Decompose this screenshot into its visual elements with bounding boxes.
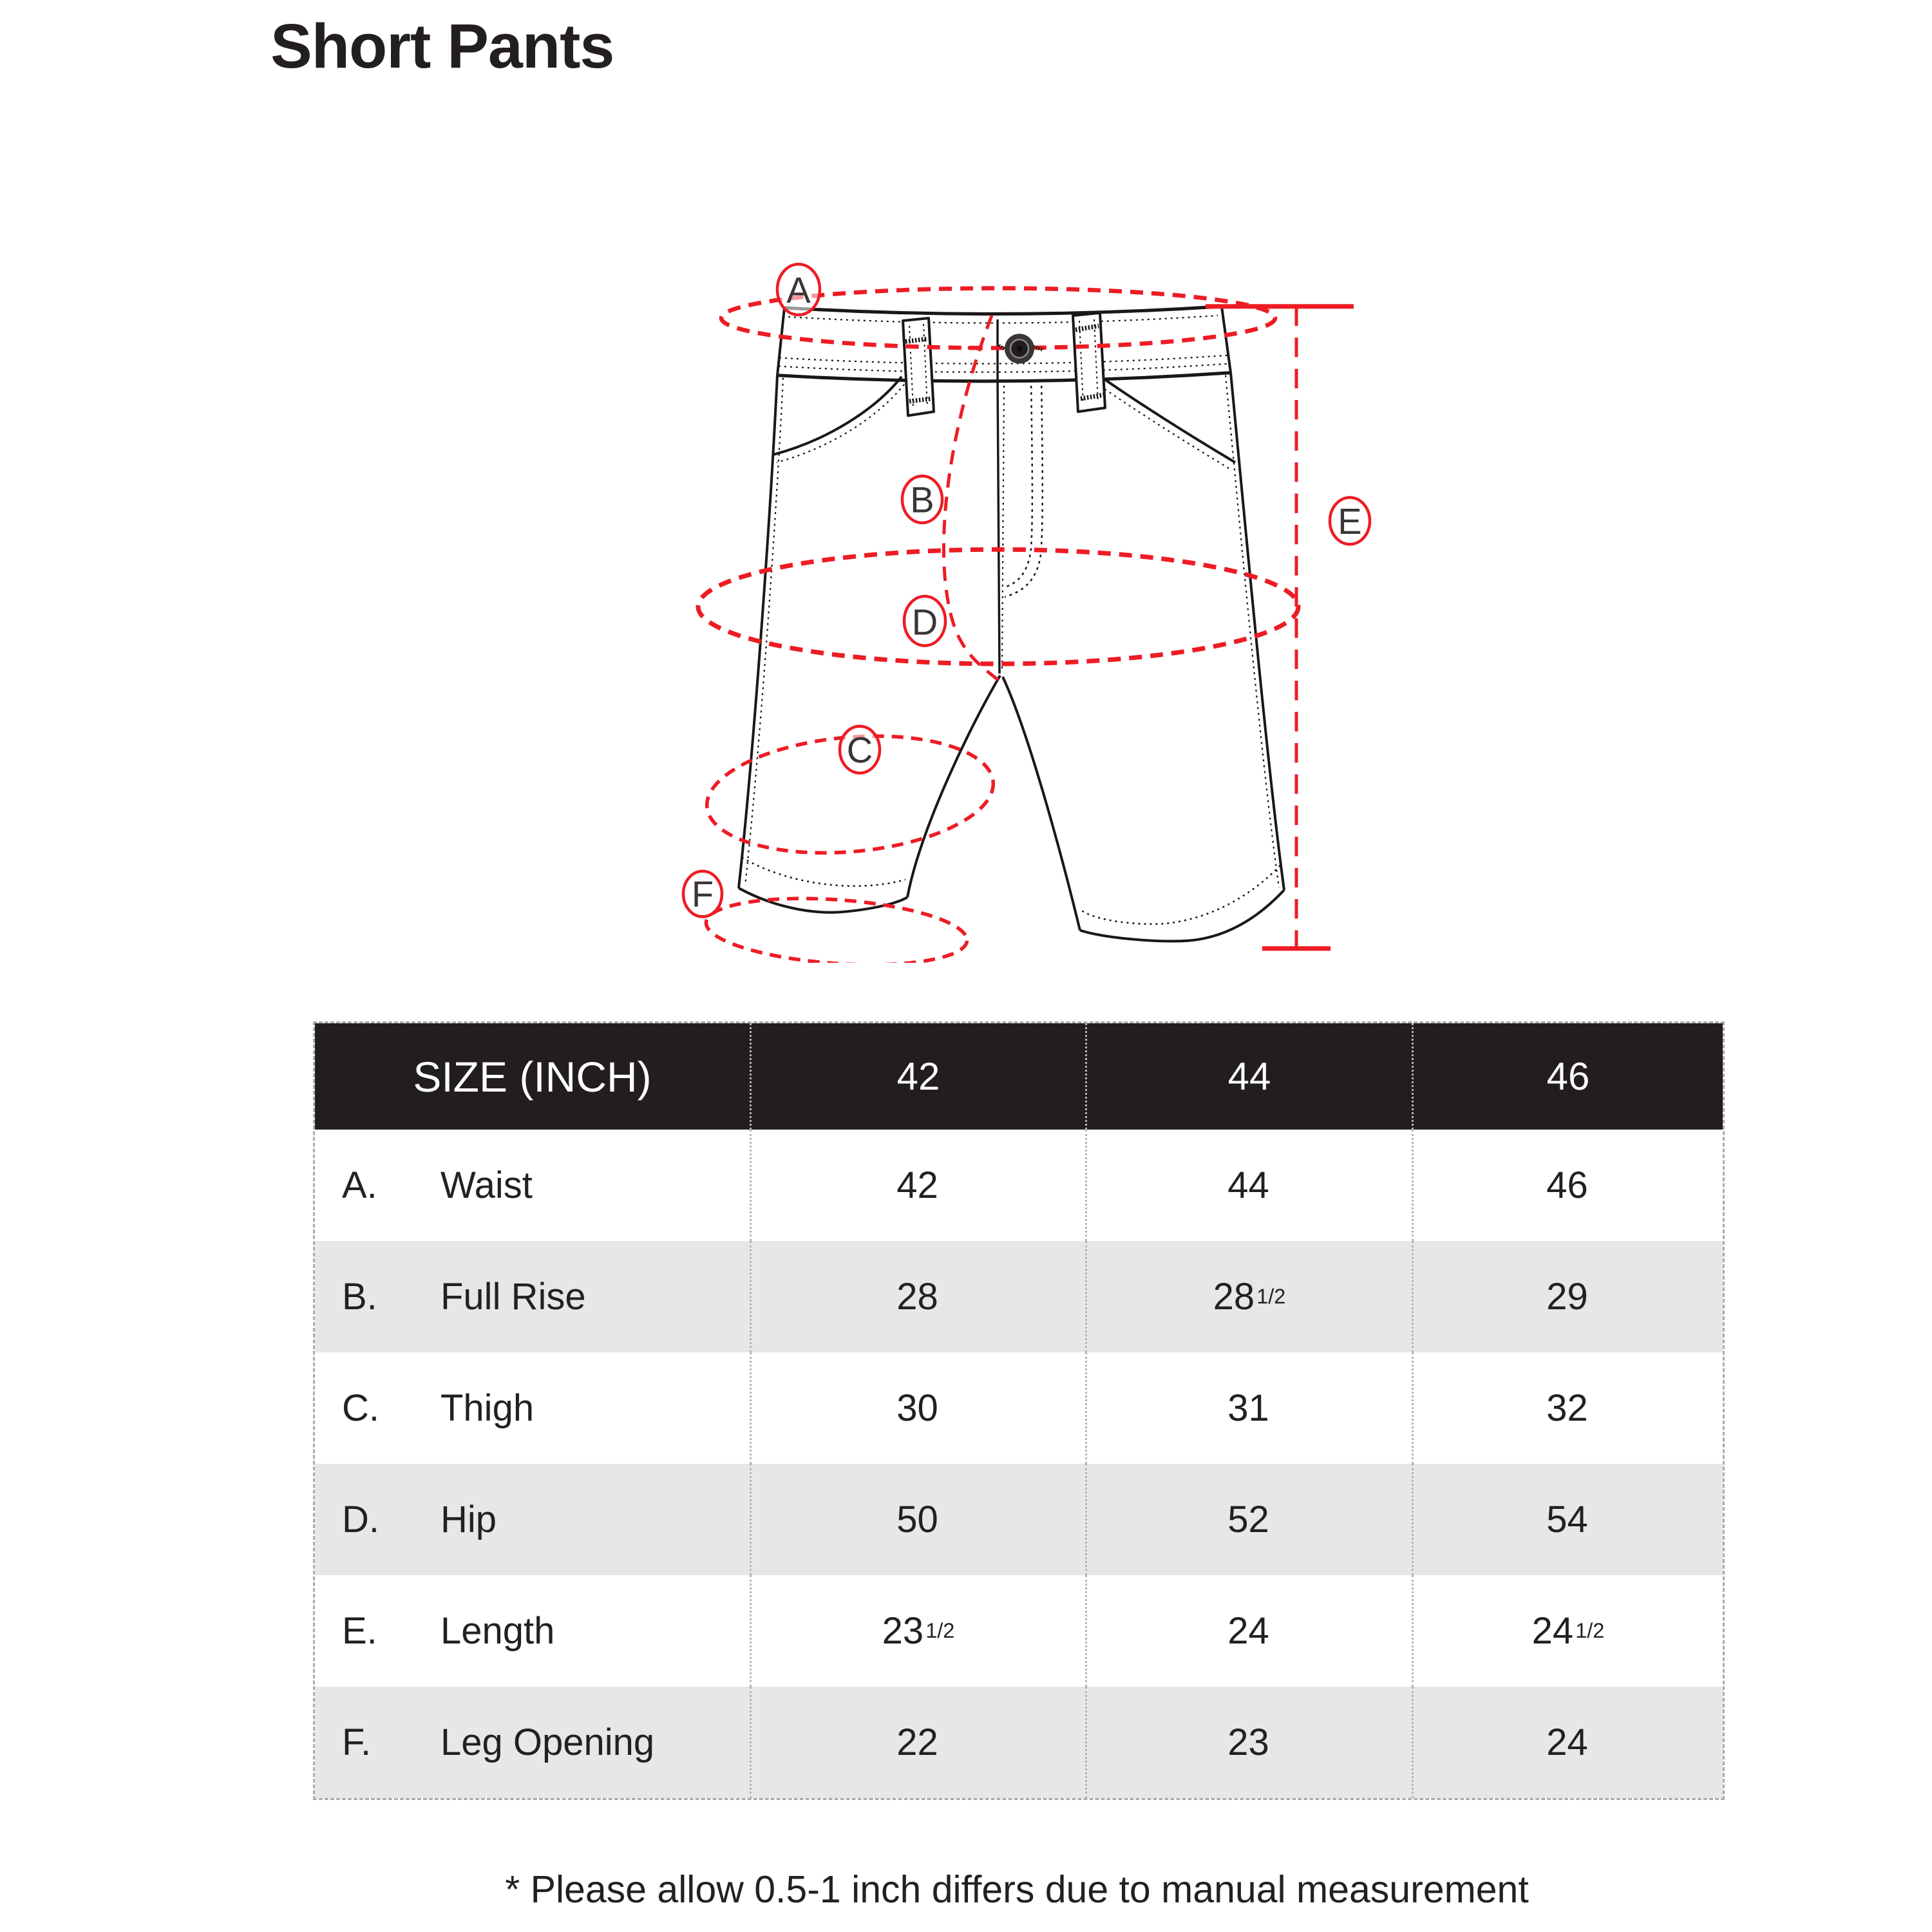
value-cell: 46 (1412, 1130, 1723, 1241)
left-belt-loop (902, 316, 935, 417)
right-side-seam-stitch (1224, 375, 1280, 888)
row-name: Leg Opening (440, 1721, 655, 1763)
marker-d: D (902, 594, 947, 647)
table-row-leg-opening: F. Leg Opening 22 23 24 (315, 1687, 1723, 1798)
marker-a-letter: A (786, 270, 811, 310)
value-cell: 23 1/2 (750, 1575, 1085, 1687)
row-name: Hip (440, 1499, 497, 1540)
waistband-stitching (778, 314, 1231, 373)
right-inseam (1001, 676, 1081, 931)
right-side-seam (1229, 372, 1285, 891)
value-cell: 28 1/2 (1085, 1241, 1412, 1352)
right-pocket-stitch (1099, 385, 1233, 471)
waist-button (998, 334, 1043, 364)
table-row-waist: A. Waist 42 44 46 (315, 1130, 1723, 1241)
left-inseam (906, 674, 1001, 898)
left-side-seam (737, 375, 779, 889)
waistband-right-edge (1220, 306, 1232, 374)
row-label: C. Thigh (315, 1352, 750, 1464)
center-front-stitch (1001, 385, 1005, 669)
waist-ellipse (719, 286, 1278, 350)
row-key: F. (342, 1721, 372, 1763)
right-hem-edge (1079, 889, 1285, 943)
marker-e-letter: E (1338, 501, 1361, 542)
header-size-44: 44 (1085, 1023, 1412, 1130)
marker-f: F (681, 869, 724, 918)
row-name: Thigh (440, 1387, 535, 1429)
marker-e: E (1328, 496, 1372, 546)
header-size-42: 42 (750, 1023, 1085, 1130)
table-row-thigh: C. Thigh 30 31 32 (315, 1352, 1723, 1464)
value-cell: 24 (1412, 1687, 1723, 1798)
marker-a: A (775, 262, 822, 317)
leg-opening-ellipse (704, 896, 969, 963)
marker-f-letter: F (692, 874, 714, 914)
right-hem-stitch (1081, 864, 1281, 925)
table-row-hip: D. Hip 50 52 54 (315, 1464, 1723, 1575)
value-cell: 24 1/2 (1412, 1575, 1723, 1687)
center-front-line (996, 319, 1001, 674)
value-cell: 50 (750, 1464, 1085, 1575)
marker-d-letter: D (912, 601, 938, 642)
right-pocket-opening (1101, 377, 1236, 464)
waistband-top-edge (784, 305, 1222, 316)
value-cell: 30 (750, 1352, 1085, 1464)
value-cell: 29 (1412, 1241, 1723, 1352)
row-label: E. Length (315, 1575, 750, 1687)
row-key: B. (342, 1276, 377, 1318)
row-key: E. (342, 1610, 377, 1652)
value-cell: 42 (750, 1130, 1085, 1241)
row-label: F. Leg Opening (315, 1687, 750, 1798)
shorts-sketch (737, 305, 1285, 943)
right-belt-loop (1072, 311, 1106, 413)
left-pocket-stitch (776, 384, 905, 464)
value-cell: 28 (750, 1241, 1085, 1352)
fly-j-stitch (1004, 379, 1043, 598)
shorts-diagram-svg: A B C D E (681, 262, 1372, 963)
marker-b: B (900, 474, 944, 525)
value-cell: 22 (750, 1687, 1085, 1798)
value-cell: 52 (1085, 1464, 1412, 1575)
row-name: Length (440, 1610, 555, 1652)
row-label: D. Hip (315, 1464, 750, 1575)
value-cell: 31 (1085, 1352, 1412, 1464)
size-table-header: SIZE (INCH) 42 44 46 (315, 1023, 1723, 1130)
full-rise-line (942, 315, 1005, 686)
marker-labels: A B C D E (681, 262, 1372, 918)
row-key: D. (342, 1499, 379, 1540)
marker-b-letter: B (910, 479, 934, 520)
left-hem-edge (738, 887, 909, 914)
waistband-bottom-edge (777, 371, 1231, 383)
value-cell: 23 (1085, 1687, 1412, 1798)
shorts-measurement-diagram: A B C D E (644, 248, 1449, 963)
value-cell: 44 (1085, 1130, 1412, 1241)
row-key: C. (342, 1387, 379, 1429)
hip-ellipse (696, 547, 1301, 667)
size-table: SIZE (INCH) 42 44 46 A. Waist 42 44 46 B… (313, 1021, 1725, 1800)
table-row-length: E. Length 23 1/2 24 24 1/2 (315, 1575, 1723, 1687)
row-label: A. Waist (315, 1130, 750, 1241)
page-title: Short Pants (270, 11, 614, 81)
row-label: B. Full Rise (315, 1241, 750, 1352)
row-name: Waist (440, 1164, 533, 1206)
marker-c-letter: C (847, 730, 873, 770)
value-cell: 54 (1412, 1464, 1723, 1575)
row-name: Full Rise (440, 1276, 586, 1318)
value-cell: 32 (1412, 1352, 1723, 1464)
value-cell: 24 (1085, 1575, 1412, 1687)
header-size-inch: SIZE (INCH) (413, 1052, 652, 1101)
row-key: A. (342, 1164, 377, 1206)
table-row-full-rise: B. Full Rise 28 28 1/2 29 (315, 1241, 1723, 1352)
measurement-disclaimer: * Please allow 0.5-1 inch differs due to… (505, 1868, 1529, 1911)
header-size-46: 46 (1412, 1023, 1723, 1130)
waistband-left-edge (776, 307, 786, 375)
left-hem-stitch (741, 857, 906, 887)
marker-c: C (838, 724, 882, 775)
left-pocket-opening (773, 375, 903, 456)
